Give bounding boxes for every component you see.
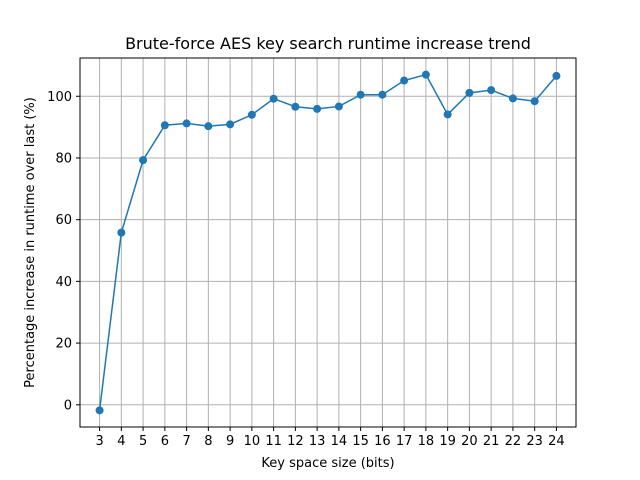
data-point [400,76,409,85]
data-point [269,94,278,103]
y-tick-label: 80 [55,151,72,166]
x-tick-label: 14 [331,434,348,449]
x-tick-label: 12 [287,434,304,449]
data-point [204,122,213,131]
x-axis-ticks: 3 4 5 6 7 8 9 10 11 12 13 14 15 16 17 18 19 20 21 22 23 24 [95,427,565,449]
y-axis-ticks: 0 20 40 60 80 100 [47,90,80,413]
x-tick-label: 16 [374,434,391,449]
data-point [465,88,474,97]
y-tick-label: 40 [55,275,72,290]
gridlines [80,58,576,427]
data-point [508,94,517,103]
data-point [334,102,343,111]
y-tick-label: 100 [47,90,72,105]
data-point [487,86,496,95]
x-tick-label: 9 [226,434,234,449]
series-line [98,73,557,411]
x-tick-label: 21 [483,434,500,449]
x-tick-label: 13 [309,434,326,449]
data-point [95,406,104,415]
chart-title: Brute-force AES key search runtime incre… [125,34,531,53]
y-tick-label: 60 [55,213,72,228]
x-tick-label: 7 [182,434,190,449]
data-point [356,90,365,99]
data-point [421,70,430,79]
data-point [117,228,126,237]
x-tick-label: 23 [526,434,543,449]
x-tick-label: 20 [461,434,478,449]
x-tick-label: 10 [244,434,261,449]
data-point [530,97,539,106]
data-point [552,71,561,80]
x-tick-label: 22 [505,434,522,449]
data-point [291,102,300,111]
x-tick-label: 15 [352,434,369,449]
y-axis-label: Percentage increase in runtime over last… [23,97,38,388]
data-point [378,90,387,99]
x-axis-label: Key space size (bits) [261,456,394,471]
data-point [160,121,169,130]
x-tick-label: 4 [117,434,125,449]
x-tick-label: 11 [265,434,282,449]
data-point [139,156,148,165]
x-tick-label: 6 [161,434,169,449]
data-point [182,119,191,128]
plot-area-frame [79,57,577,428]
data-point [443,110,452,119]
data-series [95,70,561,415]
x-tick-label: 5 [139,434,147,449]
data-point [313,104,322,113]
x-tick-label: 24 [548,434,565,449]
x-tick-label: 8 [204,434,212,449]
x-tick-label: 19 [439,434,456,449]
y-tick-label: 0 [64,398,72,413]
y-tick-label: 20 [55,337,72,352]
x-tick-label: 3 [95,434,103,449]
x-tick-label: 18 [418,434,435,449]
data-point [226,120,235,129]
x-tick-label: 17 [396,434,413,449]
data-point [247,110,256,119]
